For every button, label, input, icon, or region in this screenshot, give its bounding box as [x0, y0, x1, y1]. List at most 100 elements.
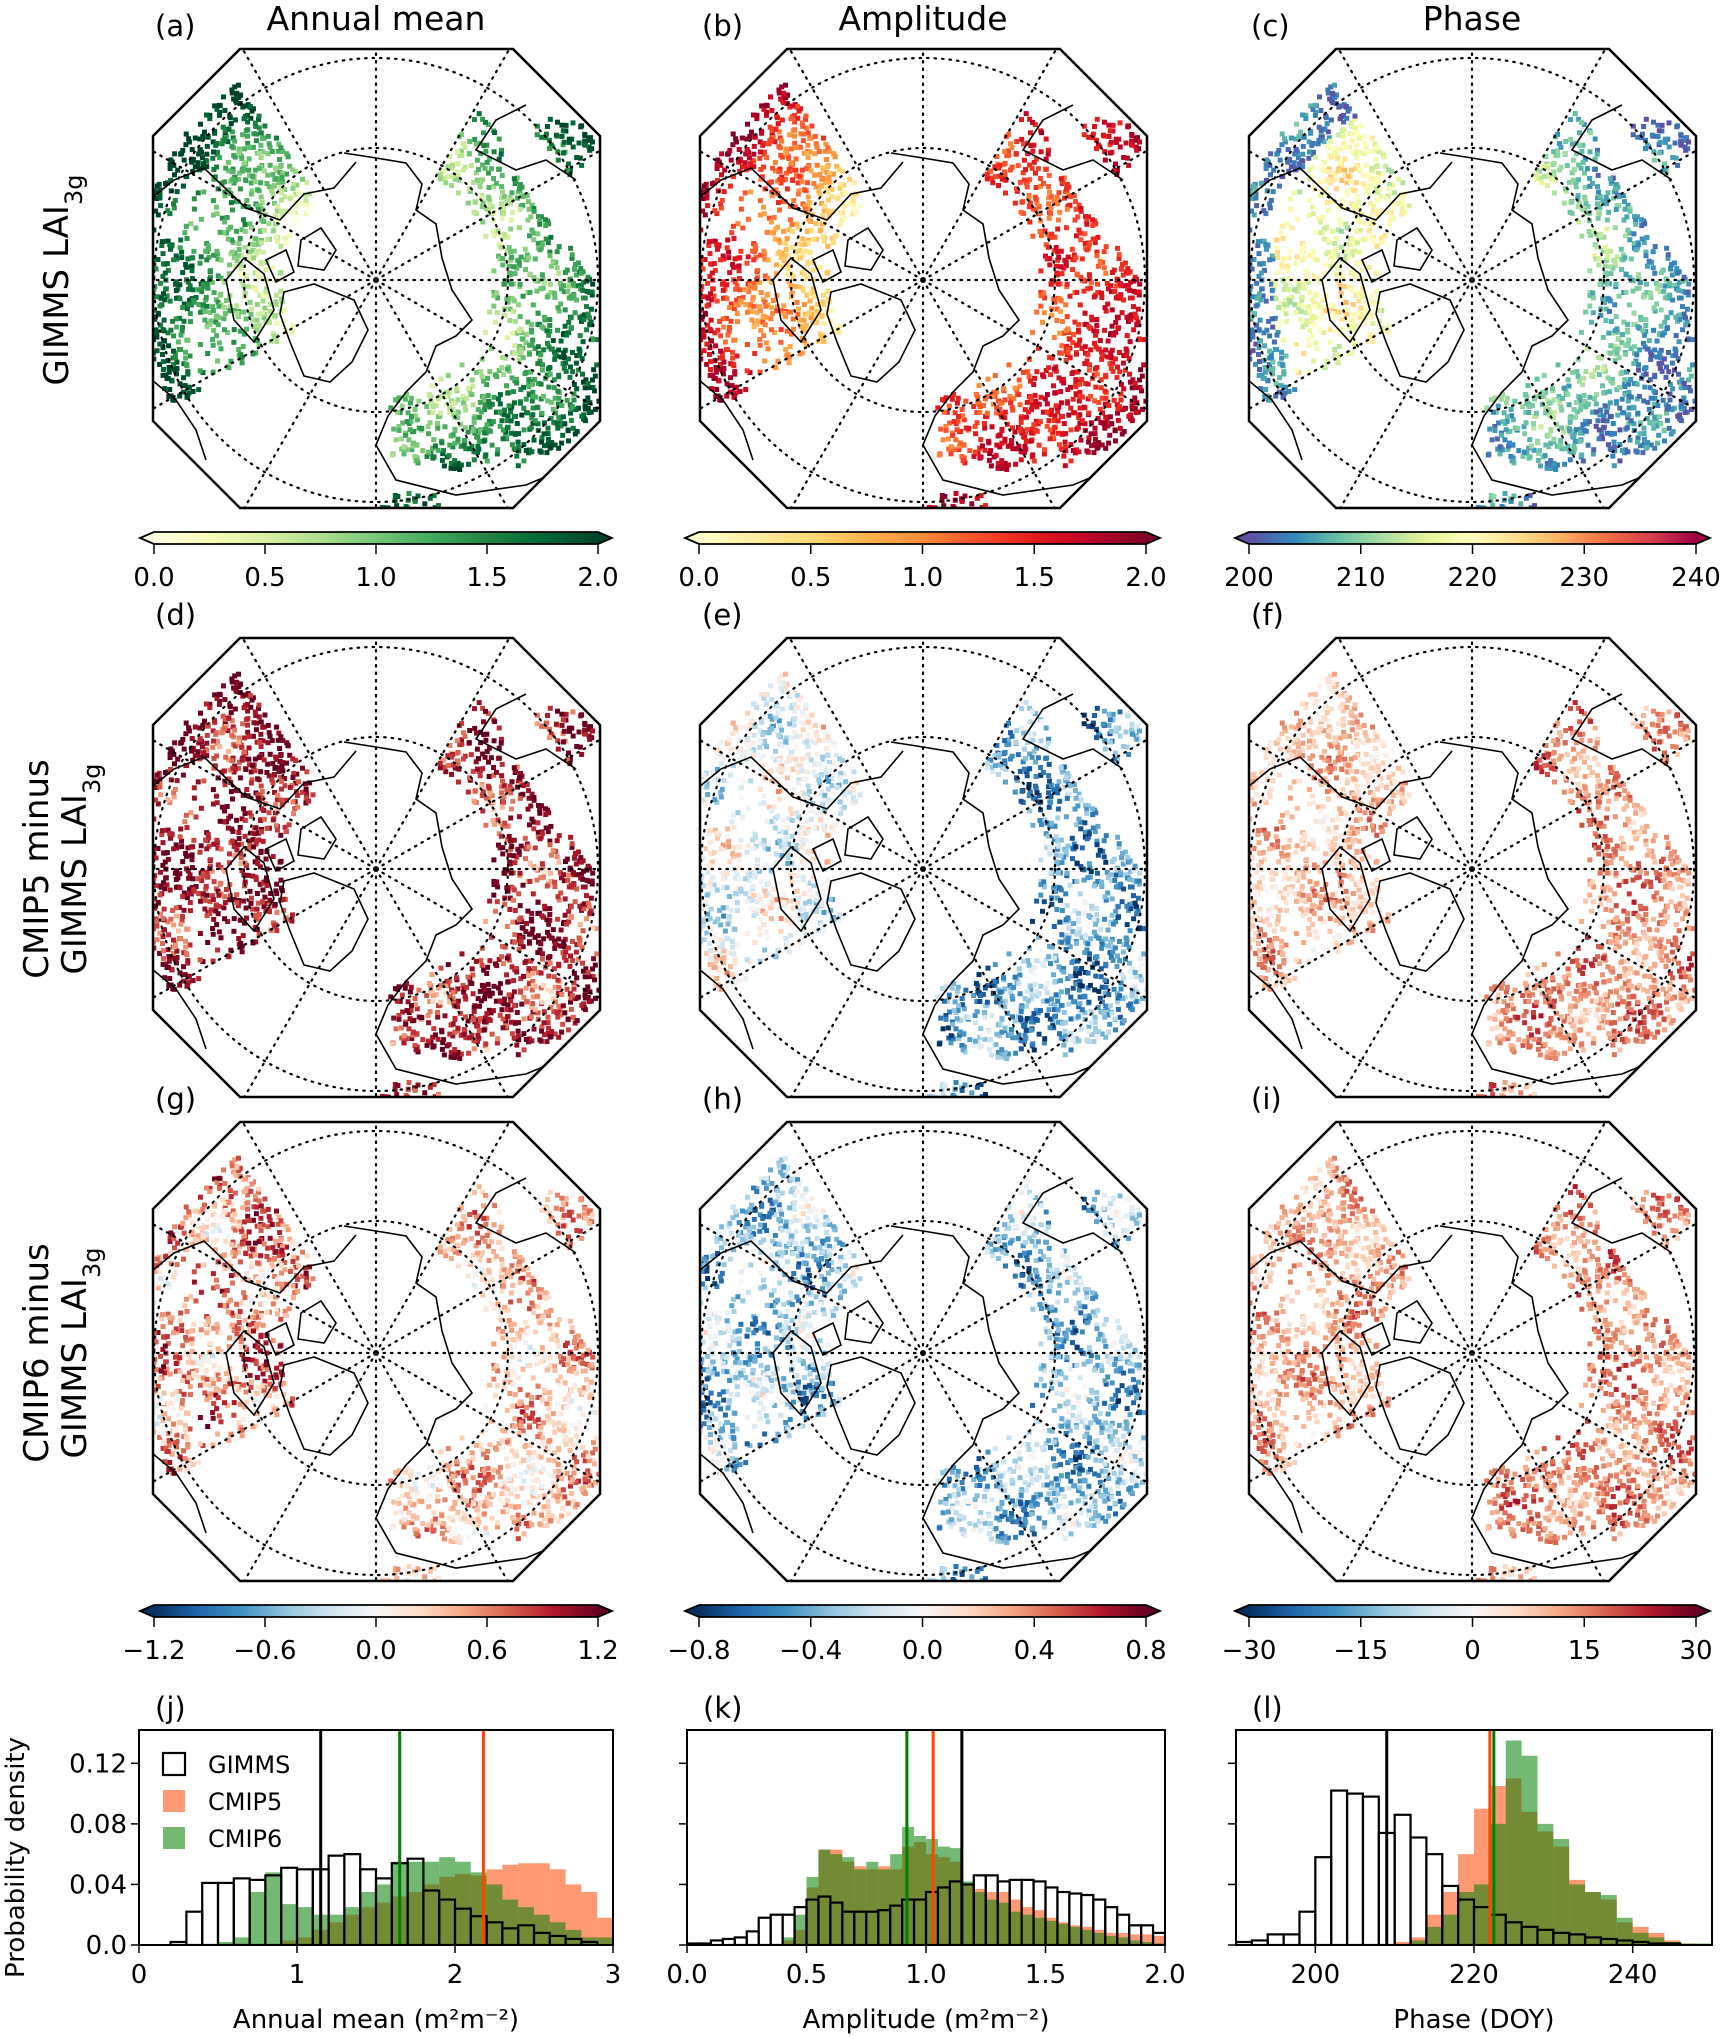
map-pixel [1310, 313, 1315, 319]
map-pixel [1557, 397, 1563, 403]
map-pixel [789, 103, 795, 109]
map-pixel [1275, 150, 1281, 156]
map-pixel [581, 379, 586, 385]
map-pixel [1587, 289, 1593, 295]
map-pixel [1308, 103, 1314, 109]
map-pixel [196, 287, 202, 293]
map-pixel [1351, 272, 1357, 277]
map-pixel [480, 200, 486, 206]
map-pixel [507, 318, 513, 323]
map-pixel [499, 201, 504, 207]
map-pixel [1662, 161, 1667, 167]
map-pixel [1282, 139, 1288, 145]
map-pixel [210, 198, 216, 204]
map-pixel [731, 174, 737, 180]
map-pixel [471, 457, 477, 463]
map-pixel [184, 236, 190, 241]
map-pixel [1349, 252, 1355, 258]
map-pixel [1614, 254, 1620, 260]
map-pixel [1043, 368, 1049, 373]
map-pixel [527, 392, 533, 398]
map-pixel [1038, 176, 1044, 181]
map-pixel [1076, 415, 1082, 421]
map-pixel [739, 135, 745, 141]
map-pixel [997, 406, 1003, 412]
map-pixel [520, 293, 526, 299]
map-pixel [266, 221, 272, 227]
map-pixel [584, 304, 589, 310]
map-pixel [1572, 438, 1578, 444]
map-pixel [714, 166, 720, 171]
map-pixel [507, 194, 513, 200]
map-pixel [1046, 147, 1051, 153]
map-pixel [1376, 149, 1382, 154]
map-pixel [1337, 283, 1343, 289]
map-pixel [811, 286, 816, 292]
map-pixel [718, 162, 724, 168]
map-pixel [187, 297, 193, 303]
map-pixel [1629, 277, 1635, 283]
map-pixel [826, 189, 832, 195]
map-pixel [1132, 395, 1138, 401]
map-pixel [505, 234, 511, 240]
map-pixel [240, 132, 246, 138]
map-pixel [1590, 310, 1596, 316]
map-pixel [508, 409, 514, 415]
map-pixel [1034, 404, 1040, 410]
map-pixel [218, 346, 224, 352]
map-pixel [1267, 162, 1273, 168]
map-pixel [577, 352, 583, 358]
map-pixel [1269, 288, 1275, 293]
map-pixel [508, 249, 514, 255]
map-pixel [482, 402, 488, 408]
map-pixel [276, 180, 282, 185]
map-pixel [550, 406, 556, 412]
map-pixel [495, 396, 501, 402]
map-pixel [743, 287, 749, 293]
map-pixel [701, 330, 707, 336]
map-pixel [712, 208, 718, 214]
map-pixel [1353, 150, 1358, 156]
map-pixel [1617, 427, 1623, 433]
map-pixel [781, 100, 787, 106]
map-pixel [788, 217, 794, 223]
map-pixel [1003, 190, 1008, 196]
map-pixel [183, 142, 189, 148]
map-pixel [1259, 181, 1264, 187]
map-pixel [1641, 398, 1647, 404]
map-pixel [1280, 306, 1286, 312]
map-pixel [196, 302, 202, 307]
map-pixel [187, 311, 193, 317]
map-pixel [1536, 451, 1542, 457]
map-pixel [171, 355, 177, 361]
map-pixel [484, 142, 490, 148]
map-pixel [1610, 421, 1616, 426]
map-pixel [1546, 163, 1552, 168]
map-pixel [1643, 328, 1649, 334]
map-pixel [215, 322, 221, 328]
map-pixel [209, 279, 215, 285]
map-pixel [562, 421, 568, 427]
map-pixel [496, 242, 502, 248]
map-pixel [734, 283, 740, 289]
map-pixel [1684, 306, 1690, 312]
map-pixel [1109, 355, 1114, 361]
map-pixel [459, 148, 464, 154]
map-pixel [800, 350, 806, 356]
map-pixel [795, 180, 801, 186]
map-pixel [777, 176, 783, 182]
map-pixel [1048, 193, 1054, 199]
map-pixel [300, 176, 305, 182]
map-pixel [1347, 131, 1353, 137]
map-pixel [761, 164, 767, 170]
map-pixel [1543, 442, 1549, 448]
map-pixel [766, 141, 772, 147]
map-pixel [967, 448, 973, 454]
map-pixel [1107, 361, 1113, 367]
map-pixel [509, 254, 515, 260]
map-pixel [1340, 198, 1346, 203]
map-pixel [700, 208, 706, 214]
map-pixel [984, 176, 990, 182]
map-pixel [183, 223, 189, 229]
map-pixel [1350, 249, 1355, 255]
